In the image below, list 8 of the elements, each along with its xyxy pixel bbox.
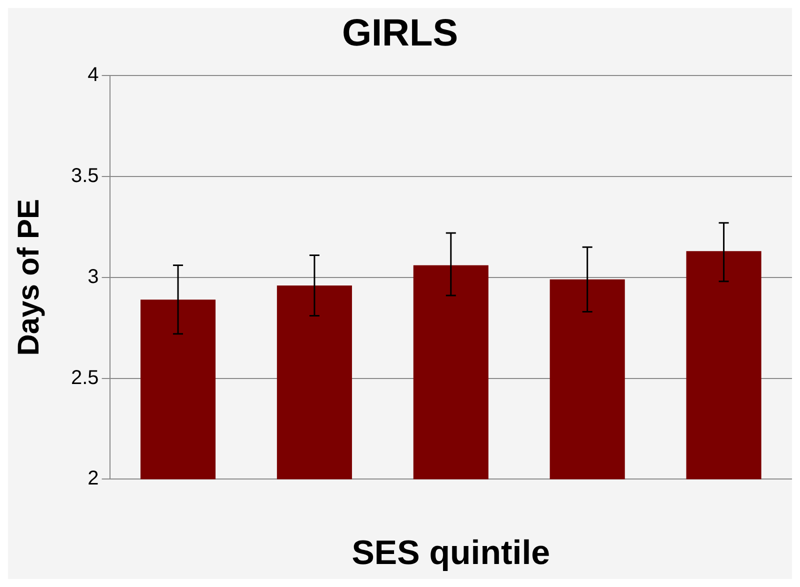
- y-axis-title: Days of PE: [12, 199, 46, 356]
- y-tick-label: 2.5: [70, 366, 99, 389]
- chart-title: GIRLS: [342, 12, 458, 54]
- y-tick-label: 3.5: [70, 165, 99, 188]
- y-tick-label: 3: [88, 266, 99, 288]
- x-axis-title: SES quintile: [352, 534, 550, 572]
- y-tick-label: 2: [88, 468, 99, 490]
- y-tick-label: 4: [88, 64, 99, 86]
